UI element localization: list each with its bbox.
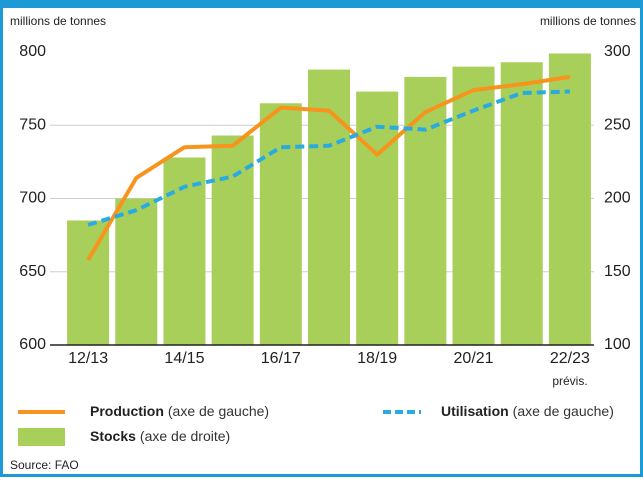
legend-name: Stocks [90, 428, 136, 444]
y-tick-label: 700 [19, 190, 46, 207]
legend-note: (axe de droite) [140, 428, 230, 444]
bar [356, 91, 399, 346]
legend-name: Utilisation [441, 403, 509, 419]
y-tick-label: 600 [19, 336, 46, 353]
y-tick-label: 800 [19, 43, 46, 60]
y2-tick-label: 150 [604, 263, 631, 280]
y-axis-label: millions de tonnes [10, 14, 106, 28]
legend-note: (axe de gauche) [513, 403, 614, 419]
x-tick-label: 22/23 [550, 350, 590, 367]
top-band [0, 0, 643, 8]
legend-entry: Utilisation (axe de gauche) [441, 403, 614, 419]
legend-swatch [18, 428, 65, 446]
bar [211, 135, 254, 345]
legend-note: (axe de gauche) [168, 403, 269, 419]
bar [500, 62, 543, 345]
line [86, 74, 571, 262]
y2-axis-label: millions de tonnes [540, 14, 636, 28]
dashed-line [87, 89, 570, 227]
bar [548, 53, 591, 346]
x-tick-label: 12/13 [68, 350, 108, 367]
x-tick-label: 20/21 [454, 350, 494, 367]
y2-tick-label: 100 [604, 336, 631, 353]
y2-tick-label: 250 [604, 116, 631, 133]
bar [404, 76, 447, 345]
bar [259, 103, 302, 346]
bar [115, 198, 158, 345]
x-tick-label: 14/15 [164, 350, 204, 367]
legend-name: Production [90, 403, 164, 419]
forecast-note: prévis. [552, 374, 587, 388]
legend-entry: Stocks (axe de droite) [90, 428, 230, 444]
bar [308, 69, 350, 345]
bar [452, 66, 495, 346]
legend-entry: Production (axe de gauche) [90, 403, 269, 419]
y-tick-label: 650 [19, 263, 46, 280]
x-tick-label: 18/19 [357, 350, 397, 367]
x-tick-label: 16/17 [261, 350, 301, 367]
y2-tick-label: 300 [604, 43, 631, 60]
bar [67, 220, 110, 345]
y-tick-label: 750 [19, 116, 46, 133]
y2-tick-label: 200 [604, 190, 631, 207]
source: Source: FAO [10, 458, 79, 472]
